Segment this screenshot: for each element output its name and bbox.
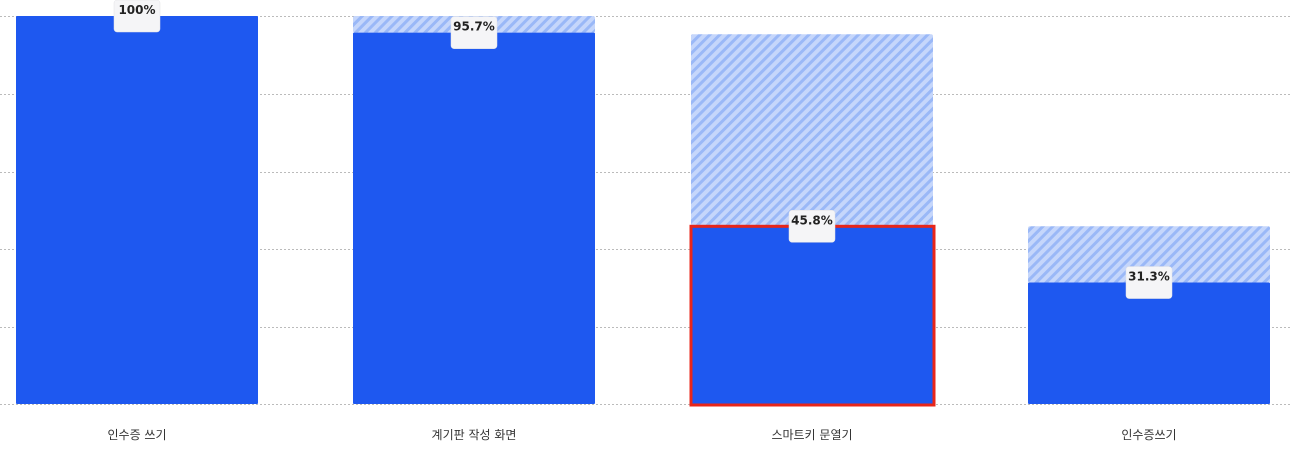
- data-label-box-0: [113, 0, 161, 33]
- data-label-0: 100%: [118, 3, 155, 17]
- category-label-1: 계기판 작성 화면: [432, 428, 517, 442]
- dropoff-bar-2[interactable]: [691, 34, 933, 227]
- gridlines: [0, 16, 1291, 405]
- data-label-box-2: [788, 210, 836, 243]
- category-label-2: 스마트키 문열기: [771, 428, 852, 442]
- data-label-box-3: [1125, 266, 1173, 299]
- bar-1[interactable]: [353, 32, 595, 405]
- category-label-0: 인수증 쓰기: [107, 428, 166, 442]
- bars: [16, 16, 1270, 407]
- data-labels: 100% 95.7% 45.8% 31.3%: [113, 0, 1173, 299]
- data-label-1: 95.7%: [453, 20, 495, 34]
- dropoff-bar-3[interactable]: [1028, 226, 1270, 283]
- bar-3[interactable]: [1028, 282, 1270, 404]
- category-label-3: 인수증쓰기: [1121, 428, 1176, 442]
- category-labels: 인수증 쓰기 계기판 작성 화면 스마트키 문열기 인수증쓰기: [107, 428, 1176, 442]
- bar-2[interactable]: [691, 226, 933, 404]
- data-label-box-1: [450, 16, 498, 49]
- data-label-2: 45.8%: [791, 213, 833, 227]
- data-label-3: 31.3%: [1128, 270, 1170, 284]
- bar-0[interactable]: [16, 16, 258, 404]
